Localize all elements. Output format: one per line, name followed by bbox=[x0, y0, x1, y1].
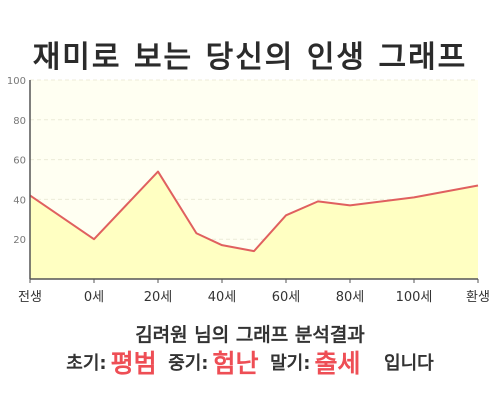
x-tick-label: 100세 bbox=[396, 290, 433, 305]
y-tick-label: 80 bbox=[13, 116, 26, 127]
y-tick-label: 20 bbox=[13, 235, 26, 246]
y-tick-label: 40 bbox=[13, 195, 26, 206]
x-tick-label: 환생 bbox=[466, 290, 490, 305]
x-tick-label: 0세 bbox=[84, 290, 104, 305]
x-tick-label: 80세 bbox=[336, 290, 365, 305]
x-tick-label: 전생 bbox=[18, 290, 42, 305]
y-tick-label: 60 bbox=[13, 156, 26, 167]
early-value: 평범 bbox=[110, 349, 157, 378]
y-tick-label: 100 bbox=[7, 76, 26, 87]
mid-value: 험난 bbox=[212, 349, 259, 378]
mid-label: 중기: bbox=[168, 353, 209, 374]
x-axis-ticks: 전생 0세 20세 40세 60세 80세 100세 환생 bbox=[18, 279, 490, 305]
life-graph-chart: 20 40 60 80 100 전생 0세 20세 40세 60세 80세 100세 환생 bbox=[7, 76, 490, 305]
late-label: 말기: bbox=[270, 353, 311, 374]
page-title: 재미로 보는 당신의 인생 그래프 bbox=[32, 40, 468, 75]
suffix-text: 입니다 bbox=[384, 353, 434, 374]
x-tick-label: 60세 bbox=[272, 290, 301, 305]
late-value: 출세 bbox=[314, 349, 361, 378]
analysis-summary: 초기: 평범 중기: 험난 말기: 출세 입니다 bbox=[0, 344, 500, 384]
series-line bbox=[29, 170, 479, 253]
y-axis-ticks: 20 40 60 80 100 bbox=[7, 76, 26, 246]
area-fill bbox=[30, 171, 478, 279]
x-tick-label: 40세 bbox=[208, 290, 237, 305]
early-label: 초기: bbox=[66, 353, 107, 374]
x-tick-label: 20세 bbox=[144, 290, 173, 305]
analysis-title: 김려원 님의 그래프 분석결과 bbox=[135, 324, 365, 346]
